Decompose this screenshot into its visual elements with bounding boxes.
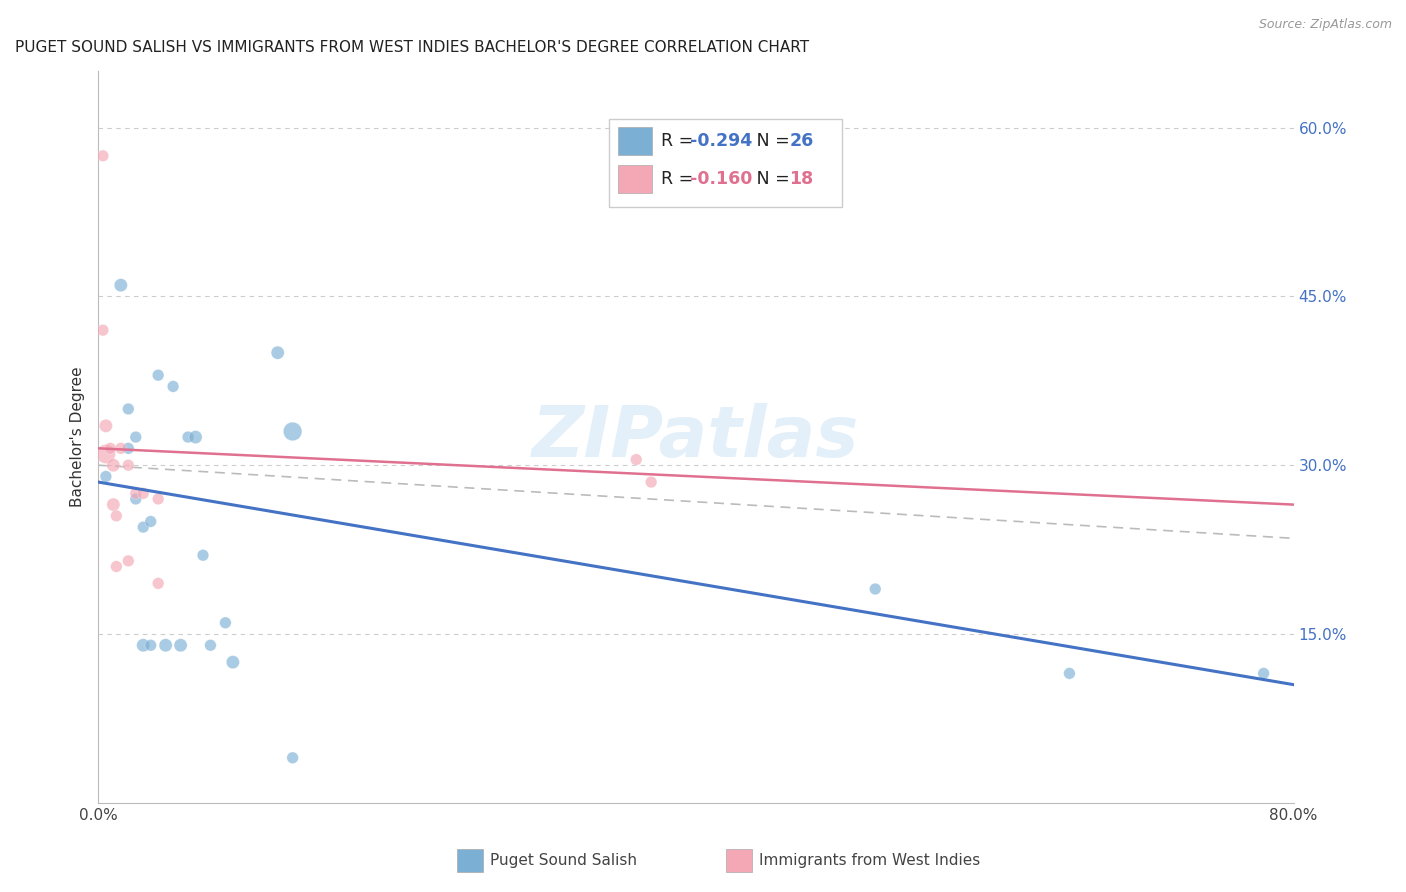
Point — [200, 638, 222, 652]
Point — [105, 559, 128, 574]
Point — [91, 323, 114, 337]
FancyBboxPatch shape — [457, 849, 484, 872]
FancyBboxPatch shape — [725, 849, 752, 872]
Point — [132, 520, 155, 534]
Point — [94, 469, 117, 483]
Point — [222, 655, 245, 669]
Point — [125, 486, 148, 500]
Point — [139, 515, 162, 529]
Point — [865, 582, 887, 596]
Point — [103, 458, 125, 473]
Point — [117, 401, 139, 416]
FancyBboxPatch shape — [619, 165, 652, 193]
Point — [169, 638, 191, 652]
Text: PUGET SOUND SALISH VS IMMIGRANTS FROM WEST INDIES BACHELOR'S DEGREE CORRELATION : PUGET SOUND SALISH VS IMMIGRANTS FROM WE… — [15, 40, 808, 55]
Text: 26: 26 — [789, 132, 814, 150]
Text: Immigrants from West Indies: Immigrants from West Indies — [759, 853, 980, 868]
Text: Puget Sound Salish: Puget Sound Salish — [491, 853, 637, 868]
Point — [148, 576, 170, 591]
Point — [626, 452, 648, 467]
Point — [148, 491, 170, 506]
Point — [125, 430, 148, 444]
Text: N =: N = — [740, 169, 796, 188]
Point — [100, 442, 122, 456]
Text: ZIPatlas: ZIPatlas — [533, 402, 859, 472]
Point — [91, 149, 114, 163]
Point — [281, 751, 304, 765]
Point — [267, 345, 290, 359]
Text: R =: R = — [661, 169, 699, 188]
Point — [117, 458, 139, 473]
Point — [214, 615, 236, 630]
Point — [1059, 666, 1081, 681]
FancyBboxPatch shape — [609, 119, 842, 207]
Point — [110, 442, 132, 456]
Point — [103, 498, 125, 512]
Text: -0.160: -0.160 — [690, 169, 752, 188]
Point — [1253, 666, 1275, 681]
Text: N =: N = — [740, 132, 796, 150]
Point — [155, 638, 177, 652]
Point — [117, 442, 139, 456]
Point — [184, 430, 207, 444]
Y-axis label: Bachelor's Degree: Bachelor's Degree — [69, 367, 84, 508]
Point — [125, 491, 148, 506]
Point — [110, 278, 132, 293]
Point — [132, 486, 155, 500]
Point — [177, 430, 200, 444]
Point — [148, 368, 170, 383]
Point — [94, 447, 117, 461]
Point — [162, 379, 184, 393]
Point — [94, 418, 117, 433]
Text: -0.294: -0.294 — [690, 132, 752, 150]
Point — [105, 508, 128, 523]
Point — [191, 548, 214, 562]
Point — [640, 475, 662, 489]
Text: Source: ZipAtlas.com: Source: ZipAtlas.com — [1258, 18, 1392, 31]
Point — [132, 638, 155, 652]
Point — [117, 554, 139, 568]
Text: R =: R = — [661, 132, 699, 150]
Text: 18: 18 — [789, 169, 814, 188]
Point — [281, 425, 304, 439]
FancyBboxPatch shape — [619, 127, 652, 154]
Point — [139, 638, 162, 652]
